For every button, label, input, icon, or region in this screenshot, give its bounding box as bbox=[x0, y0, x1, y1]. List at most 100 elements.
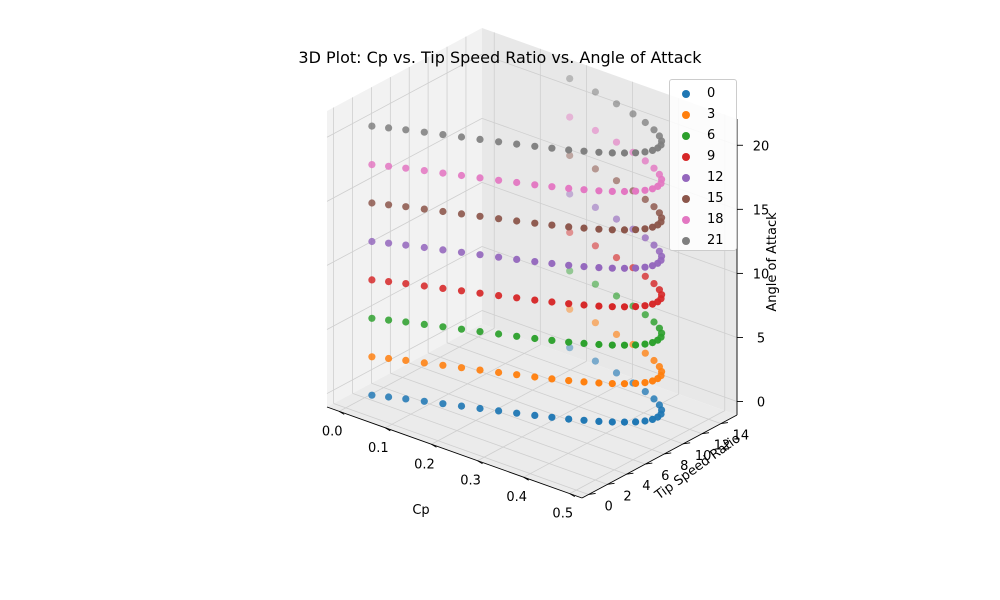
grid-line-y bbox=[465, 332, 722, 424]
y-tick bbox=[720, 422, 728, 425]
data-point-15 bbox=[608, 226, 616, 234]
y-tick bbox=[626, 472, 634, 475]
data-point-9 bbox=[608, 303, 616, 311]
data-point-9 bbox=[648, 300, 657, 308]
data-point-21 bbox=[620, 149, 629, 157]
data-point-18 bbox=[402, 164, 410, 172]
data-point-21 bbox=[595, 148, 603, 156]
grid-line-y bbox=[333, 403, 589, 495]
data-point-0 bbox=[385, 393, 393, 401]
grid-line-y bbox=[371, 382, 627, 475]
data-point-21 bbox=[439, 131, 447, 139]
legend-marker bbox=[682, 89, 690, 98]
data-point-15 bbox=[531, 219, 539, 227]
data-point-12 bbox=[368, 237, 376, 246]
data-point-3 bbox=[548, 375, 556, 383]
legend-label: 21 bbox=[707, 233, 724, 248]
data-point-9 bbox=[566, 228, 574, 236]
data-point-12 bbox=[439, 246, 447, 254]
data-point-18 bbox=[608, 187, 616, 195]
data-point-3 bbox=[641, 379, 649, 387]
data-point-0 bbox=[608, 418, 616, 426]
data-point-21 bbox=[632, 149, 640, 157]
grid-line-z bbox=[326, 182, 483, 266]
data-point-12 bbox=[457, 248, 466, 256]
data-point-0 bbox=[580, 416, 588, 424]
legend-label: 3 bbox=[707, 107, 716, 122]
data-point-12 bbox=[650, 241, 658, 249]
x-tick bbox=[569, 493, 576, 498]
data-point-3 bbox=[580, 378, 588, 386]
data-point-15 bbox=[439, 207, 447, 216]
data-point-18 bbox=[612, 138, 621, 146]
data-point-12 bbox=[608, 264, 616, 272]
data-point-15 bbox=[385, 201, 393, 209]
grid-line-z bbox=[326, 310, 483, 394]
data-point-6 bbox=[565, 338, 573, 346]
y-tick bbox=[588, 493, 596, 495]
y-tick-label: 4 bbox=[642, 479, 650, 494]
y-tick-label: 6 bbox=[661, 469, 669, 484]
x-axis-line bbox=[326, 406, 583, 499]
data-point-0 bbox=[439, 400, 447, 408]
legend-label: 9 bbox=[707, 149, 716, 164]
data-point-21 bbox=[402, 126, 410, 134]
legend-label: 15 bbox=[707, 191, 724, 206]
data-point-3 bbox=[620, 380, 629, 388]
data-point-15 bbox=[457, 210, 466, 218]
data-point-0 bbox=[495, 407, 503, 415]
data-point-0 bbox=[620, 418, 629, 426]
data-point-12 bbox=[402, 241, 410, 249]
data-point-21 bbox=[385, 124, 393, 132]
data-point-12 bbox=[548, 259, 556, 268]
data-point-3 bbox=[565, 377, 573, 385]
data-point-15 bbox=[641, 225, 649, 233]
data-point-9 bbox=[420, 282, 428, 290]
data-point-6 bbox=[476, 328, 484, 336]
data-point-3 bbox=[513, 371, 521, 379]
data-point-9 bbox=[565, 300, 573, 308]
data-point-18 bbox=[566, 113, 574, 121]
data-point-15 bbox=[420, 205, 428, 213]
data-point-21 bbox=[612, 100, 621, 108]
data-point-6 bbox=[457, 325, 466, 333]
data-point-0 bbox=[513, 409, 521, 417]
grid-line-z bbox=[481, 310, 738, 402]
data-point-9 bbox=[457, 287, 466, 295]
data-point-9 bbox=[580, 301, 588, 309]
data-point-9 bbox=[641, 272, 649, 280]
data-point-0 bbox=[641, 417, 649, 425]
x-axis-label: Cp bbox=[412, 503, 429, 518]
data-point-9 bbox=[513, 294, 521, 302]
data-point-12 bbox=[591, 203, 600, 211]
data-point-0 bbox=[641, 388, 649, 396]
data-point-18 bbox=[641, 186, 649, 194]
data-point-6 bbox=[513, 332, 521, 340]
data-point-3 bbox=[420, 359, 428, 367]
data-point-9 bbox=[641, 302, 649, 310]
z-axis-label: Angle of Attack bbox=[765, 212, 780, 312]
data-point-3 bbox=[608, 380, 616, 388]
data-point-6 bbox=[612, 292, 621, 300]
data-point-9 bbox=[612, 254, 621, 262]
legend-marker bbox=[682, 152, 690, 161]
data-point-21 bbox=[565, 146, 573, 154]
x-tick-label: 0.4 bbox=[506, 490, 527, 505]
y-tick bbox=[607, 482, 615, 485]
data-point-12 bbox=[531, 258, 539, 266]
data-point-3 bbox=[439, 361, 447, 369]
data-point-15 bbox=[595, 225, 603, 233]
legend-item: 6 bbox=[670, 125, 736, 146]
data-point-18 bbox=[368, 161, 376, 169]
x-tick bbox=[523, 476, 529, 481]
legend-marker bbox=[682, 236, 690, 245]
data-point-6 bbox=[368, 314, 376, 322]
data-point-15 bbox=[402, 203, 410, 211]
legend-item: 9 bbox=[670, 146, 736, 167]
grid-line-y bbox=[427, 352, 684, 445]
data-point-21 bbox=[608, 149, 616, 157]
y-tick bbox=[683, 442, 691, 445]
data-point-15 bbox=[495, 215, 503, 223]
legend-item: 18 bbox=[670, 209, 736, 230]
